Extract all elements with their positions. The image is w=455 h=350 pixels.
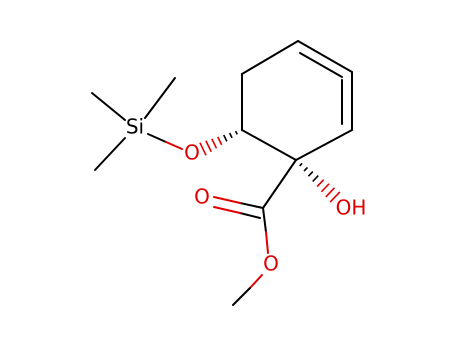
hash-line (234, 130, 238, 135)
hash-line (211, 138, 218, 149)
atom-label: OH (336, 196, 367, 220)
hashed-bonds (199, 128, 341, 203)
bond (165, 141, 183, 150)
atom-label: Si (126, 115, 144, 139)
bond (144, 77, 176, 119)
bond (232, 287, 251, 306)
bond (91, 92, 126, 121)
hash-line (205, 140, 212, 153)
bond (262, 207, 267, 233)
hash-line (325, 187, 336, 198)
bond (239, 202, 264, 209)
atom-label: O (194, 185, 210, 209)
hash-line (320, 183, 330, 193)
bond (299, 52, 343, 78)
bond (239, 212, 261, 219)
bond (265, 231, 269, 254)
bond (147, 133, 167, 143)
hash-line (240, 128, 244, 132)
hash-line (329, 191, 341, 203)
hash-line (294, 158, 298, 162)
bond (295, 129, 353, 161)
bonds (91, 40, 353, 306)
bond (241, 129, 297, 161)
hash-line (223, 134, 228, 142)
hash-line (228, 132, 233, 139)
atom-label: O (263, 252, 279, 276)
hash-line (303, 166, 309, 172)
hash-line (199, 142, 207, 156)
atom-label: O (184, 141, 200, 165)
bond (213, 206, 241, 214)
bond (262, 159, 297, 209)
hash-line (307, 170, 314, 177)
bond (94, 137, 126, 171)
bond (249, 274, 263, 289)
bond (241, 40, 299, 75)
hash-line (312, 175, 319, 182)
hash-line (299, 162, 303, 167)
hash-line (217, 136, 223, 146)
hash-line (316, 179, 325, 188)
bond (297, 40, 353, 73)
bond (213, 196, 241, 204)
